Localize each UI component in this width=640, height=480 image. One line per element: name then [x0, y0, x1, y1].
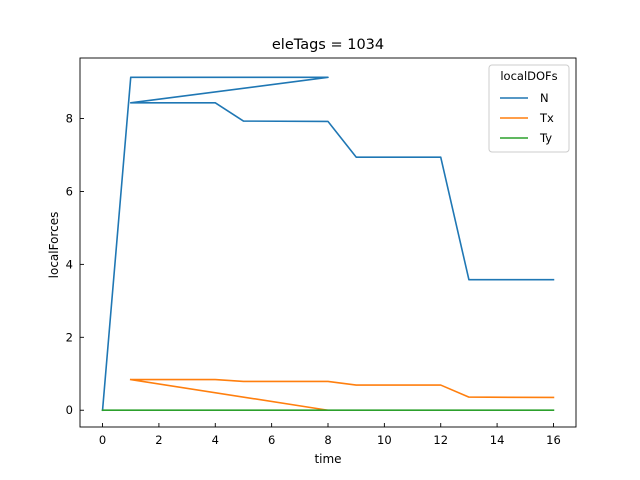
legend-label-ty: Ty [539, 131, 552, 145]
x-tick-label: 2 [155, 433, 162, 447]
legend-label-n: N [540, 91, 549, 105]
y-tick-label: 4 [66, 257, 73, 271]
y-tick-label: 0 [66, 403, 73, 417]
chart-title: eleTags = 1034 [272, 37, 384, 53]
x-tick-label: 12 [433, 433, 448, 447]
legend-label-tx: Tx [539, 111, 554, 125]
x-tick-label: 0 [99, 433, 106, 447]
x-tick-label: 4 [212, 433, 219, 447]
x-tick-label: 10 [377, 433, 392, 447]
series-layer [101, 76, 555, 412]
y-tick-label: 6 [66, 184, 73, 198]
y-tick-label: 2 [66, 330, 73, 344]
x-tick-label: 16 [546, 433, 561, 447]
x-axis-label: time [314, 452, 341, 466]
axes-layer: 0 2 4 6 8 10 12 14 16 0 2 4 6 8 [66, 57, 577, 447]
legend-box [488, 64, 570, 153]
legend: localDOFs N Tx Ty [488, 64, 570, 153]
x-tick-label: 14 [490, 433, 505, 447]
legend-title: localDOFs [500, 69, 557, 83]
y-axis-label: localForces [47, 212, 61, 279]
x-tick-label: 6 [268, 433, 275, 447]
series-line-tx [129, 378, 555, 412]
series-line-n [101, 76, 555, 412]
y-tick-label: 8 [66, 112, 73, 126]
x-tick-label: 8 [324, 433, 331, 447]
